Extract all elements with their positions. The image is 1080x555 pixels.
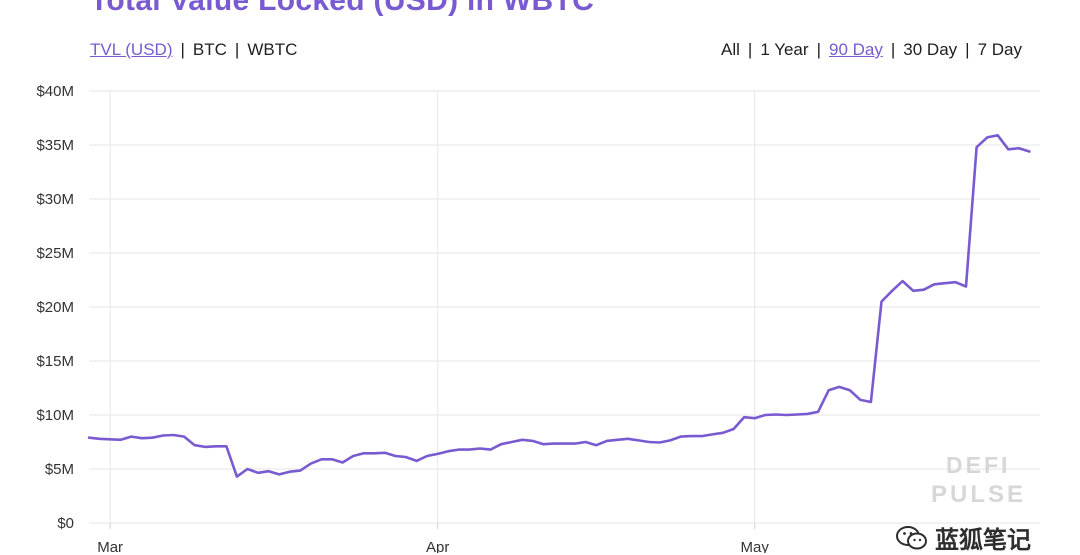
y-tick-label: $30M <box>36 191 74 208</box>
separator: | <box>180 40 185 59</box>
tab-tvl-usd[interactable]: TVL (USD) <box>90 40 173 59</box>
y-tick-label: $15M <box>36 353 74 370</box>
metric-tabs: TVL (USD) | BTC | WBTC <box>90 40 297 60</box>
separator: | <box>890 40 896 59</box>
range-7-day[interactable]: 7 Day <box>977 40 1022 59</box>
wechat-icon <box>896 525 927 549</box>
y-tick-label: $0 <box>57 515 74 532</box>
range-30-day[interactable]: 30 Day <box>903 40 958 59</box>
chart-title: Total Value Locked (USD) in WBTC <box>90 0 595 17</box>
tab-wbtc[interactable]: WBTC <box>247 40 298 59</box>
watermark-pulse: PULSE <box>931 481 1027 508</box>
x-tick-label: May <box>741 539 770 553</box>
range-tabs: All | 1 Year | 90 Day | 30 Day | 7 Day <box>721 40 1022 60</box>
watermark-defi: DEFI <box>946 452 1011 478</box>
y-axis: $0 $5M $10M $15M $20M $25M $30M $35M $40M <box>36 83 74 532</box>
range-90-day[interactable]: 90 Day <box>828 40 883 59</box>
separator: | <box>965 40 970 59</box>
range-1-year[interactable]: 1 Year <box>760 40 809 59</box>
y-tick-label: $25M <box>36 245 74 262</box>
account-name: 蓝狐笔记 <box>935 527 1031 554</box>
y-tick-label: $10M <box>36 407 74 424</box>
x-tick-label: Mar <box>97 539 123 553</box>
account-badge: 蓝狐笔记 <box>895 520 1031 555</box>
separator: | <box>747 40 753 59</box>
series-layer <box>87 134 1031 478</box>
y-tick-label: $40M <box>36 83 74 100</box>
series-line <box>87 134 1031 478</box>
y-tick-label: $5M <box>45 461 74 478</box>
tab-btc[interactable]: BTC <box>192 40 227 59</box>
x-tick-label: Apr <box>426 539 449 553</box>
y-tick-label: $35M <box>36 137 74 154</box>
range-all[interactable]: All <box>721 40 740 59</box>
separator: | <box>816 40 821 59</box>
separator: | <box>234 40 240 59</box>
x-axis: Mar Apr May <box>97 523 769 553</box>
y-tick-label: $20M <box>36 299 74 316</box>
